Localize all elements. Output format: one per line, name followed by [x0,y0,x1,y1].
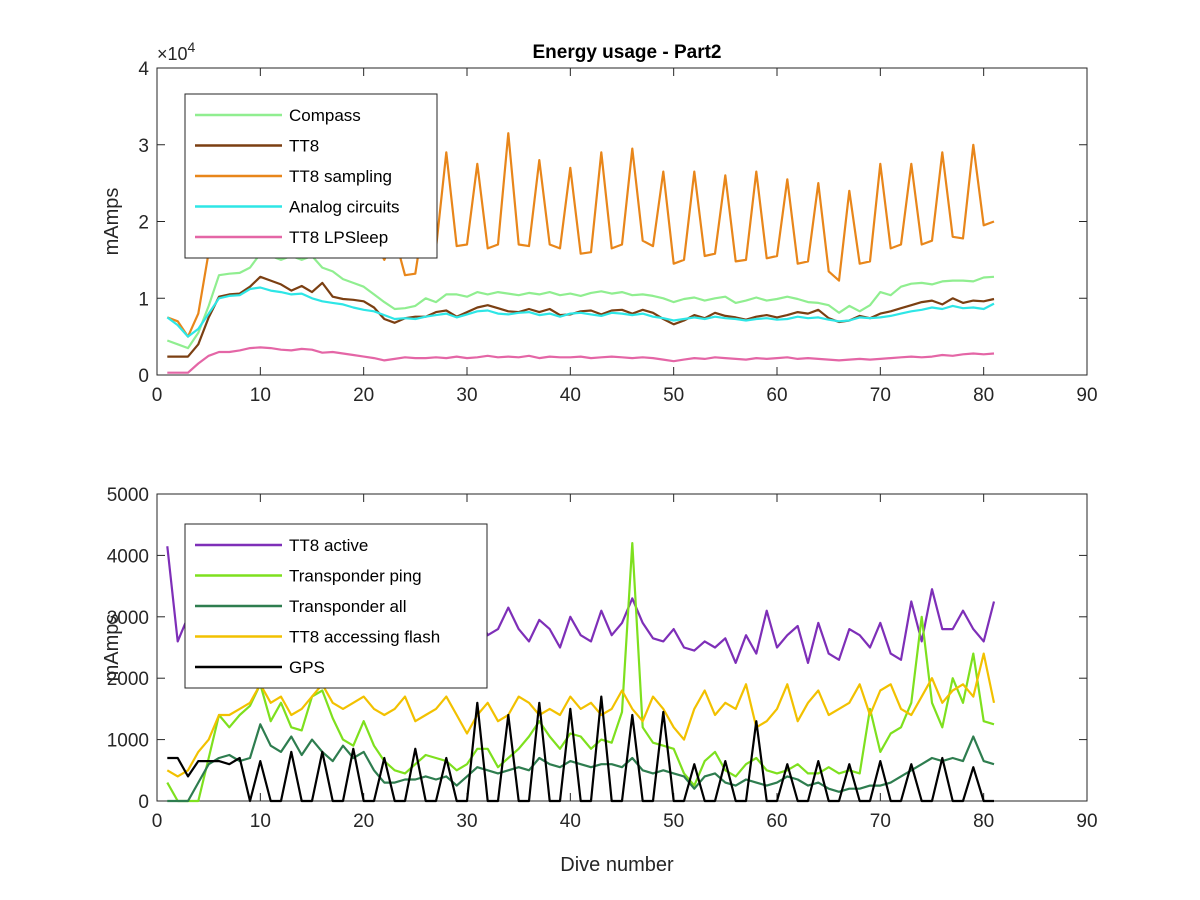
x-tick-label: 80 [973,811,994,832]
legend-label-tt8-sampling: TT8 sampling [289,167,392,186]
x-tick-label: 50 [663,811,684,832]
x-tick-label: 70 [870,811,891,832]
y-axis-label: mAmps [101,188,123,256]
x-axis-label: Dive number [560,854,674,876]
series-line-analog-circuits [166,286,995,338]
x-tick-label: 20 [353,811,374,832]
y-tick-label: 3000 [107,608,149,629]
x-tick-label: 0 [152,811,163,832]
y-tick-label: 5000 [107,485,149,506]
legend-label-analog-circuits: Analog circuits [289,198,400,217]
series-line-gps [167,695,994,803]
chart-title: Energy usage - Part2 [532,42,721,63]
x-tick-label: 60 [766,385,787,406]
legend-label-transponder-ping: Transponder ping [289,567,422,586]
x-tick-label: 70 [870,385,891,406]
x-tick-label: 40 [560,811,581,832]
x-tick-label: 80 [973,385,994,406]
legend-label-tt8-lpsleep: TT8 LPSleep [289,228,388,247]
x-tick-label: 30 [456,385,477,406]
x-tick-label: 20 [353,385,374,406]
y-tick-label: 4 [138,59,149,80]
series-line-transponder-ping [166,541,995,803]
y-tick-label: 1000 [107,731,149,752]
legend-label-compass: Compass [289,106,361,125]
legend-label-tt8: TT8 [289,137,319,156]
series-line-compass [166,252,995,350]
y-tick-label: 0 [138,792,149,813]
y-tick-label: 2 [138,213,149,234]
x-tick-label: 10 [250,811,271,832]
x-tick-label: 10 [250,385,271,406]
x-tick-label: 40 [560,385,581,406]
x-tick-label: 50 [663,385,684,406]
legend-label-transponder-all: Transponder all [289,597,407,616]
bottom-axes: 0 10 20 30 40 50 60 70 80 90 0 1000 2000 3000 4000 5000… [101,485,1098,876]
y-tick-label: 0 [138,366,149,387]
y-tick-label: 4000 [107,546,149,567]
y-tick-label: 2000 [107,669,149,690]
y-tick-label: 1 [138,289,149,310]
x-tick-label: 30 [456,811,477,832]
series-line-tt8-accessing-flash [166,652,996,778]
x-tick-label: 60 [766,811,787,832]
x-tick-label: 90 [1076,385,1097,406]
x-tick-label: 0 [152,385,163,406]
y-axis-label: mAmps [101,614,123,682]
legend-label-tt8-active: TT8 active [289,536,368,555]
y-tick-label: 3 [138,136,149,157]
x-tick-label: 90 [1076,811,1097,832]
series-line-tt8-lpsleep [167,346,995,374]
legend-label-gps: GPS [289,658,325,677]
legend-label-tt8-accessing-flash: TT8 accessing flash [289,628,440,647]
top-axes: 0 10 20 30 40 50 60 70 80 9001234×104mAmpsCompass… [101,39,1098,406]
